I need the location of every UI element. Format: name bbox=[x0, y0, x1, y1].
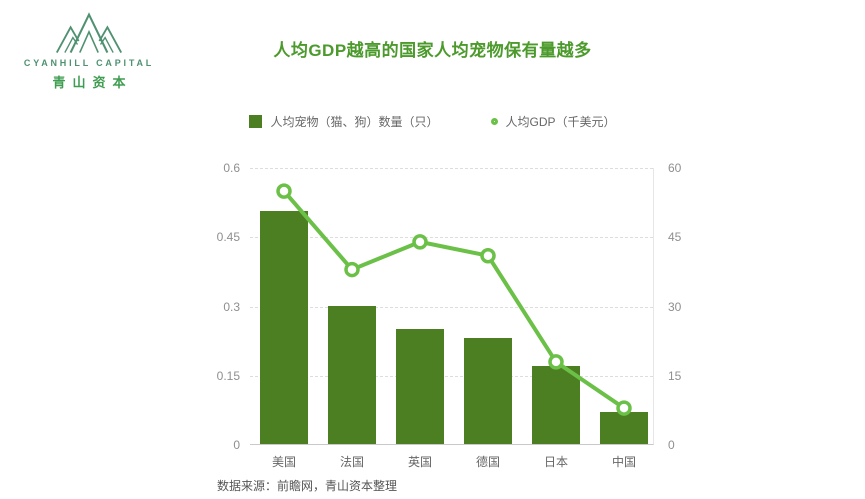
brand-logo: CYANHILL CAPITAL 青山资本 bbox=[14, 10, 164, 91]
y-axis-tick-right: 0 bbox=[668, 438, 675, 452]
data-source-note: 数据来源：前瞻网，青山资本整理 bbox=[217, 479, 398, 493]
brand-name-cn: 青山资本 bbox=[52, 75, 133, 90]
gridline bbox=[250, 237, 653, 239]
chart-legend: 人均宠物（猫、狗）数量（只） 人均GDP（千美元） bbox=[0, 113, 865, 130]
mountain-logo-icon bbox=[55, 12, 123, 54]
line-series-marker-icon bbox=[490, 118, 498, 125]
brand-name-en: CYANHILL CAPITAL bbox=[23, 58, 155, 68]
bar-中国 bbox=[600, 411, 648, 444]
line-marker-英国 bbox=[412, 234, 428, 250]
x-axis-tick-日本: 日本 bbox=[543, 455, 568, 469]
y-axis-tick-left: 0.6 bbox=[223, 161, 240, 175]
bar-德国 bbox=[464, 337, 512, 444]
line-marker-中国 bbox=[616, 400, 632, 416]
line-marker-美国 bbox=[276, 183, 292, 199]
legend-item-gdp: 人均GDP（千美元） bbox=[490, 113, 616, 130]
y-axis-tick-right: 30 bbox=[668, 299, 682, 314]
x-axis-tick-美国: 美国 bbox=[271, 455, 296, 469]
legend-item-pets: 人均宠物（猫、狗）数量（只） bbox=[249, 113, 439, 130]
y-axis-tick-right: 45 bbox=[668, 230, 682, 245]
bar-日本 bbox=[532, 365, 580, 444]
x-axis-tick-德国: 德国 bbox=[475, 455, 500, 469]
y-axis-tick-left: 0.3 bbox=[223, 299, 240, 314]
plot-area bbox=[250, 168, 654, 445]
bar-series-swatch-icon bbox=[249, 115, 263, 128]
bar-美国 bbox=[260, 210, 308, 444]
line-marker-德国 bbox=[480, 247, 496, 264]
x-axis-tick-中国: 中国 bbox=[611, 455, 636, 469]
legend-label-pets: 人均宠物（猫、狗）数量（只） bbox=[270, 115, 439, 129]
chart-title: 人均GDP越高的国家人均宠物保有量越多 bbox=[273, 41, 592, 60]
gdp-line bbox=[282, 189, 626, 411]
gridline bbox=[250, 375, 653, 377]
line-marker-法国 bbox=[344, 261, 360, 278]
gdp-line-series bbox=[276, 183, 632, 416]
gridline bbox=[250, 306, 653, 308]
x-axis-tick-英国: 英国 bbox=[407, 455, 432, 469]
gridline bbox=[250, 168, 653, 169]
x-axis-tick-法国: 法国 bbox=[339, 455, 364, 469]
y-axis-tick-left: 0.45 bbox=[216, 230, 240, 245]
legend-label-gdp: 人均GDP（千美元） bbox=[505, 115, 616, 129]
y-axis-tick-right: 60 bbox=[668, 161, 682, 175]
bar-英国 bbox=[396, 328, 444, 444]
y-axis-tick-right: 15 bbox=[668, 368, 682, 383]
bar-法国 bbox=[328, 305, 376, 444]
line-marker-日本 bbox=[548, 354, 564, 370]
y-axis-tick-left: 0 bbox=[233, 438, 240, 452]
y-axis-tick-left: 0.15 bbox=[216, 368, 240, 383]
